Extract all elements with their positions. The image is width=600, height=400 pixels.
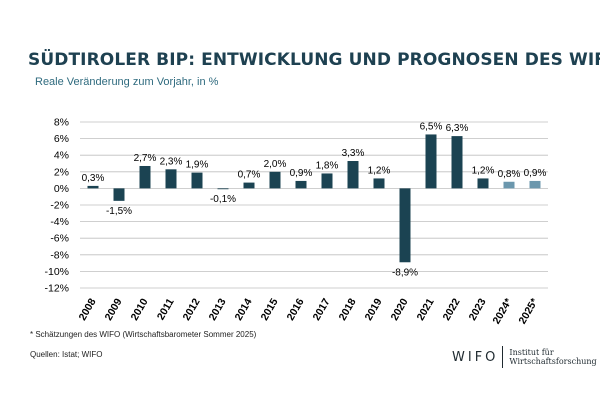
data-label: 0,3% [82, 173, 105, 184]
bar-2011 [165, 169, 177, 189]
y-tick-label: -4% [50, 216, 69, 228]
x-tick-label: 2024* [490, 296, 515, 327]
x-axis-ticks: 2008 2009 2010 2011 2012 2013 2014 2015 2016 2017… [77, 296, 542, 327]
data-label: -8,9% [392, 267, 418, 278]
x-tick-label: 2022 [441, 296, 463, 322]
logo-institute-name: Institut für Wirtschaftsforschung [509, 348, 596, 366]
chart-title: SÜDTIROLER BIP: ENTWICKLUNG UND PROGNOSE… [28, 50, 600, 70]
data-label: 2,0% [264, 159, 287, 170]
y-tick-label: -2% [50, 200, 69, 212]
bar-2012 [191, 172, 203, 189]
y-tick-label: 2% [54, 166, 69, 178]
data-label: 2,7% [134, 153, 157, 164]
bar-2024 [503, 181, 515, 189]
forecast-footnote: * Schätzungen des WIFO (Wirtschaftsbarom… [30, 330, 257, 339]
source-note: Quellen: Istat; WIFO [30, 350, 103, 359]
wifo-logo: WIFO Institut für Wirtschaftsforschung [452, 346, 597, 368]
x-tick-label: 2010 [129, 296, 151, 322]
x-tick-label: 2020 [389, 296, 411, 322]
y-tick-label: -8% [50, 249, 69, 261]
logo-line-1: Institut für [509, 348, 554, 357]
bar-2010 [139, 165, 151, 189]
bar-2014 [243, 182, 255, 189]
data-label: -1,5% [106, 206, 132, 217]
data-label: 0,8% [498, 169, 521, 180]
x-tick-label: 2023 [467, 296, 489, 322]
x-tick-label: 2012 [181, 296, 203, 322]
y-tick-label: -12% [44, 283, 69, 295]
bar-2009 [113, 188, 125, 201]
y-tick-label: 8% [54, 117, 69, 129]
bar-2023 [477, 178, 489, 189]
data-label: 2,3% [160, 156, 183, 167]
x-tick-label: 2017 [311, 296, 333, 322]
bar-2020 [399, 188, 411, 263]
logo-divider [502, 346, 504, 368]
data-label: 1,8% [316, 160, 339, 171]
data-label: 3,3% [342, 148, 365, 159]
logo-wordmark: WIFO [452, 349, 499, 365]
x-tick-label: 2019 [363, 296, 385, 322]
x-tick-label: 2015 [259, 296, 281, 322]
x-tick-label: 2016 [285, 296, 307, 322]
data-label: 6,3% [446, 123, 469, 134]
x-tick-label: 2014 [233, 296, 255, 322]
x-tick-label: 2009 [103, 296, 125, 322]
bars-layer [87, 134, 541, 263]
bar-2016 [295, 180, 307, 189]
x-tick-label: 2013 [207, 296, 229, 322]
data-label: 1,2% [472, 165, 495, 176]
bar-2018 [347, 161, 359, 189]
data-label: 0,9% [524, 168, 547, 179]
bar-2022 [451, 136, 463, 189]
x-tick-label: 2018 [337, 296, 359, 322]
data-label: 6,5% [420, 121, 443, 132]
y-tick-label: 0% [54, 183, 69, 195]
bar-2008 [87, 185, 99, 189]
bar-2021 [425, 134, 437, 189]
data-label: 1,9% [186, 160, 209, 171]
data-label: -0,1% [210, 194, 236, 205]
data-labels-layer: 0,3%-1,5%2,7% 2,3% 1,9%-0,1%0,7%2,0%0,9%1,… [82, 121, 547, 278]
y-axis-ticks: 8% 6% 4% 2% 0% -2% -4% -6% -8% -10% -12% [44, 117, 69, 295]
bar-2025 [529, 180, 541, 189]
bar-2017 [321, 173, 333, 189]
y-tick-label: -10% [44, 266, 69, 278]
chart-subtitle: Reale Veränderung zum Vorjahr, in % [35, 76, 219, 88]
logo-line-2: Wirtschaftsforschung [509, 357, 597, 366]
x-tick-label: 2025* [516, 296, 541, 327]
bar-2013 [217, 188, 229, 190]
data-label: 0,9% [290, 168, 313, 179]
bar-2019 [373, 178, 385, 189]
y-tick-label: 4% [54, 150, 69, 162]
y-tick-label: 6% [54, 133, 69, 145]
bar-2015 [269, 171, 281, 189]
data-label: 0,7% [238, 170, 261, 181]
x-tick-label: 2021 [415, 296, 437, 322]
data-label: 1,2% [368, 165, 391, 176]
x-tick-label: 2008 [77, 296, 99, 322]
grid-layer [80, 121, 548, 289]
x-tick-label: 2011 [155, 296, 177, 322]
y-tick-label: -6% [50, 233, 69, 245]
